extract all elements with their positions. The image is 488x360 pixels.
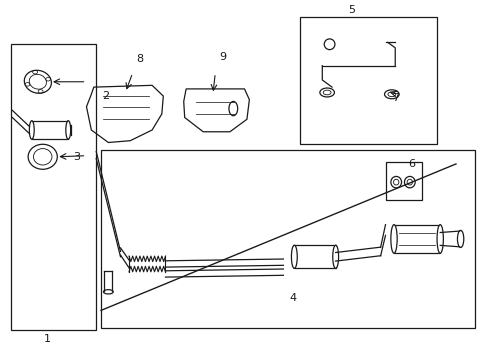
Text: 2: 2 — [102, 91, 109, 101]
Text: 5: 5 — [347, 5, 354, 15]
Text: 8: 8 — [136, 54, 143, 64]
Ellipse shape — [66, 121, 71, 139]
Bar — [11, 44, 96, 330]
Ellipse shape — [390, 225, 396, 253]
Text: 1: 1 — [44, 334, 51, 344]
Text: 4: 4 — [289, 293, 296, 303]
Ellipse shape — [33, 149, 52, 165]
Text: 9: 9 — [219, 52, 226, 62]
Bar — [385, 162, 421, 200]
Text: 6: 6 — [408, 159, 415, 169]
Bar — [393, 225, 439, 253]
Bar — [32, 121, 68, 139]
Text: 3: 3 — [73, 152, 80, 162]
Ellipse shape — [291, 245, 297, 269]
Bar — [294, 245, 335, 269]
Ellipse shape — [457, 230, 463, 248]
Bar — [300, 18, 436, 144]
Ellipse shape — [332, 245, 338, 269]
Ellipse shape — [29, 121, 34, 139]
Ellipse shape — [436, 225, 443, 253]
Ellipse shape — [29, 74, 46, 89]
Text: 7: 7 — [391, 93, 398, 103]
